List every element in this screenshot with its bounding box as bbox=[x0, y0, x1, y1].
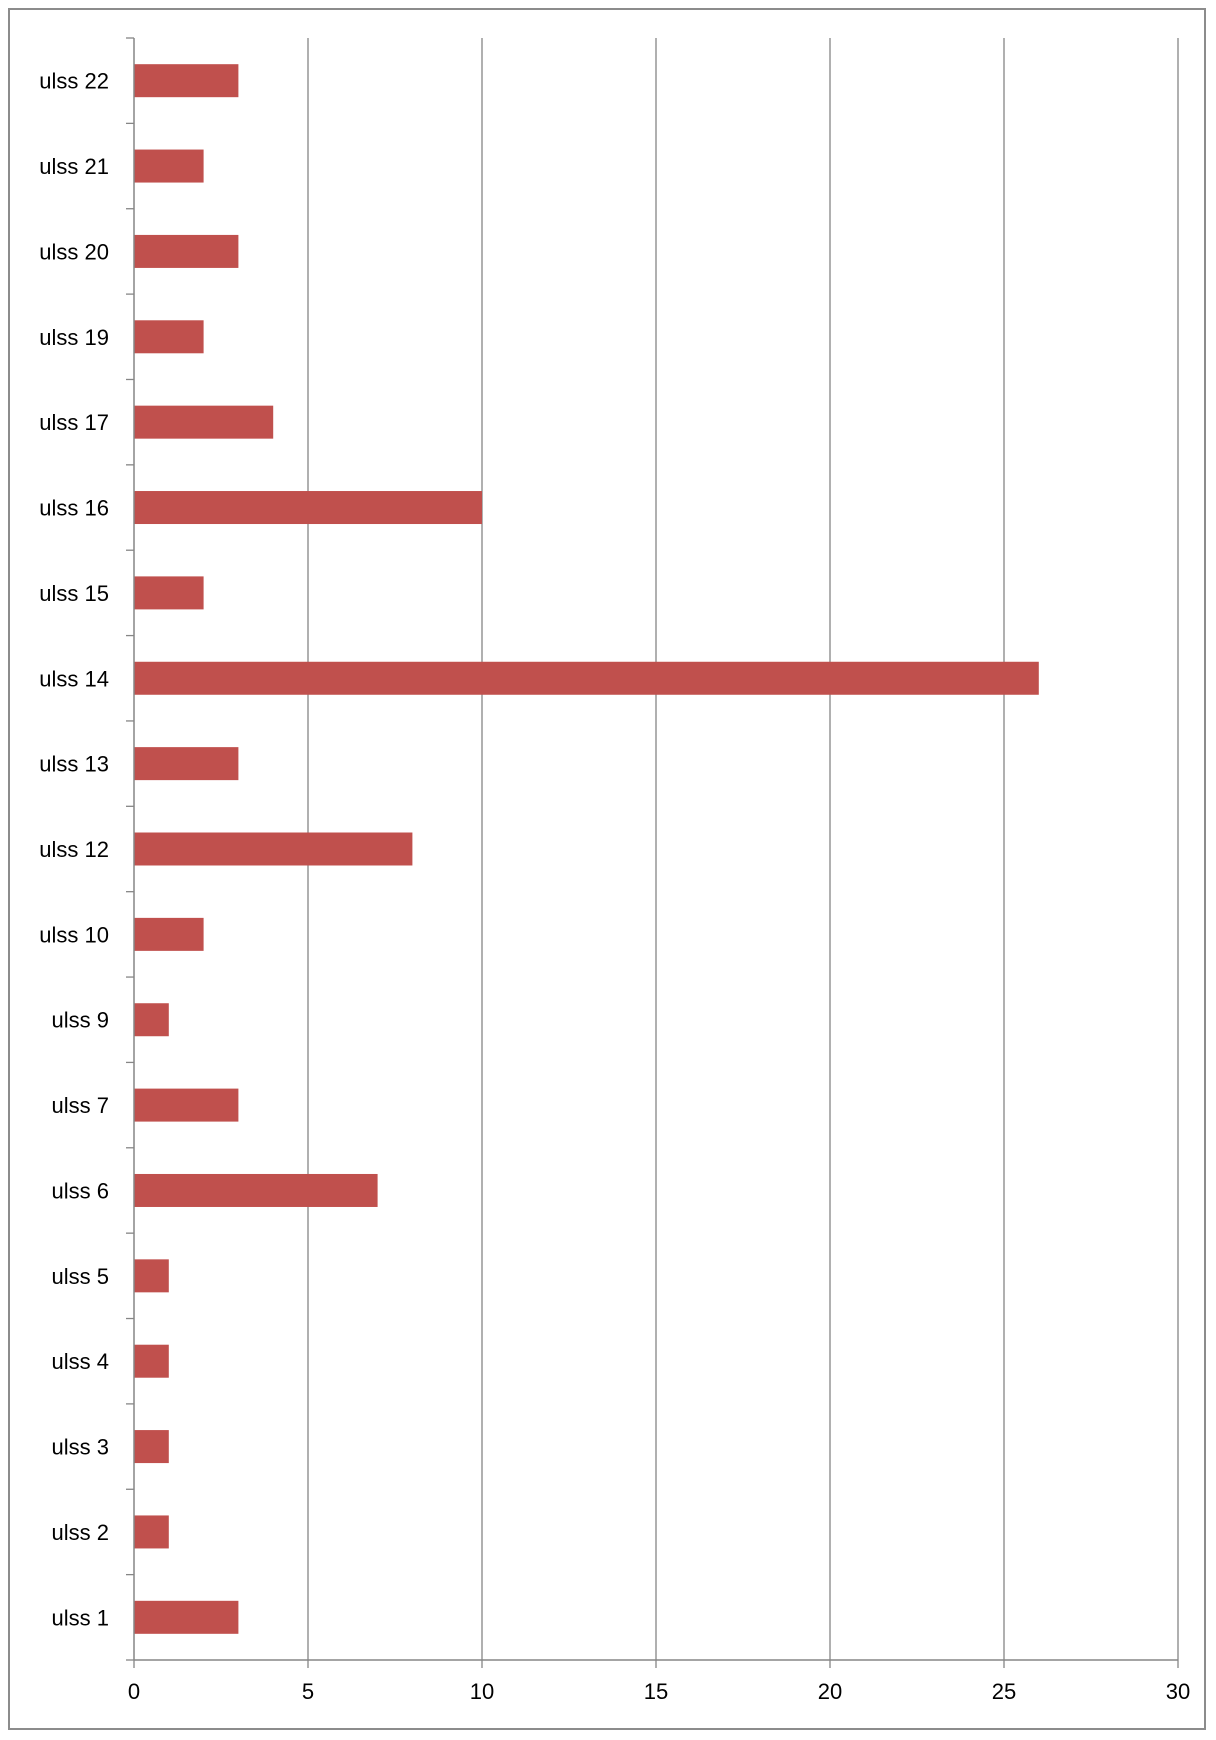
bar bbox=[134, 405, 274, 439]
y-tick-label: ulss 12 bbox=[39, 837, 109, 862]
y-tick-label: ulss 7 bbox=[52, 1093, 109, 1118]
bar bbox=[134, 149, 204, 183]
bar bbox=[134, 1173, 378, 1207]
bar bbox=[134, 576, 204, 610]
bar bbox=[134, 234, 239, 268]
y-tick-label: ulss 14 bbox=[39, 666, 109, 691]
y-tick-label: ulss 4 bbox=[52, 1349, 109, 1374]
bar bbox=[134, 747, 239, 781]
bar bbox=[134, 491, 482, 525]
y-tick-label: ulss 15 bbox=[39, 581, 109, 606]
bar bbox=[134, 661, 1039, 695]
bar bbox=[134, 64, 239, 98]
axes bbox=[126, 37, 1179, 1668]
y-tick-label: ulss 20 bbox=[39, 239, 109, 264]
bar bbox=[134, 917, 204, 951]
y-tick-label: ulss 17 bbox=[39, 410, 109, 435]
bar bbox=[134, 832, 413, 866]
y-tick-label: ulss 6 bbox=[52, 1178, 109, 1203]
x-tick-label: 0 bbox=[128, 1679, 140, 1704]
y-tick-label: ulss 19 bbox=[39, 325, 109, 350]
x-tick-label: 25 bbox=[992, 1679, 1016, 1704]
bar bbox=[134, 1600, 239, 1634]
y-tick-label: ulss 3 bbox=[52, 1435, 109, 1460]
y-tick-label: ulss 9 bbox=[52, 1008, 109, 1033]
x-tick-label: 30 bbox=[1166, 1679, 1190, 1704]
x-tick-label: 20 bbox=[818, 1679, 842, 1704]
y-tick-label: ulss 10 bbox=[39, 922, 109, 947]
bar bbox=[134, 1088, 239, 1122]
bar bbox=[134, 1003, 169, 1037]
gridlines bbox=[307, 38, 1179, 1660]
bar bbox=[134, 1515, 169, 1549]
bar bbox=[134, 1344, 169, 1378]
x-tick-label: 15 bbox=[644, 1679, 668, 1704]
y-tick-label: ulss 2 bbox=[52, 1520, 109, 1545]
bars bbox=[134, 64, 1039, 1634]
y-tick-label: ulss 21 bbox=[39, 154, 109, 179]
y-tick-label: ulss 5 bbox=[52, 1264, 109, 1289]
y-tick-label: ulss 1 bbox=[52, 1605, 109, 1630]
x-tick-label: 5 bbox=[302, 1679, 314, 1704]
y-tick-label: ulss 22 bbox=[39, 69, 109, 94]
bar bbox=[134, 1259, 169, 1293]
bar bbox=[134, 1430, 169, 1464]
tick-labels: 0 5 10 15 20 25 30 ulss 1 ulss 2 ulss 3 ulss 4 ulss… bbox=[39, 69, 1190, 1704]
bar bbox=[134, 320, 204, 354]
chart-frame bbox=[8, 8, 1206, 1730]
y-tick-label: ulss 16 bbox=[39, 496, 109, 521]
x-tick-label: 10 bbox=[470, 1679, 494, 1704]
y-tick-label: ulss 13 bbox=[39, 752, 109, 777]
